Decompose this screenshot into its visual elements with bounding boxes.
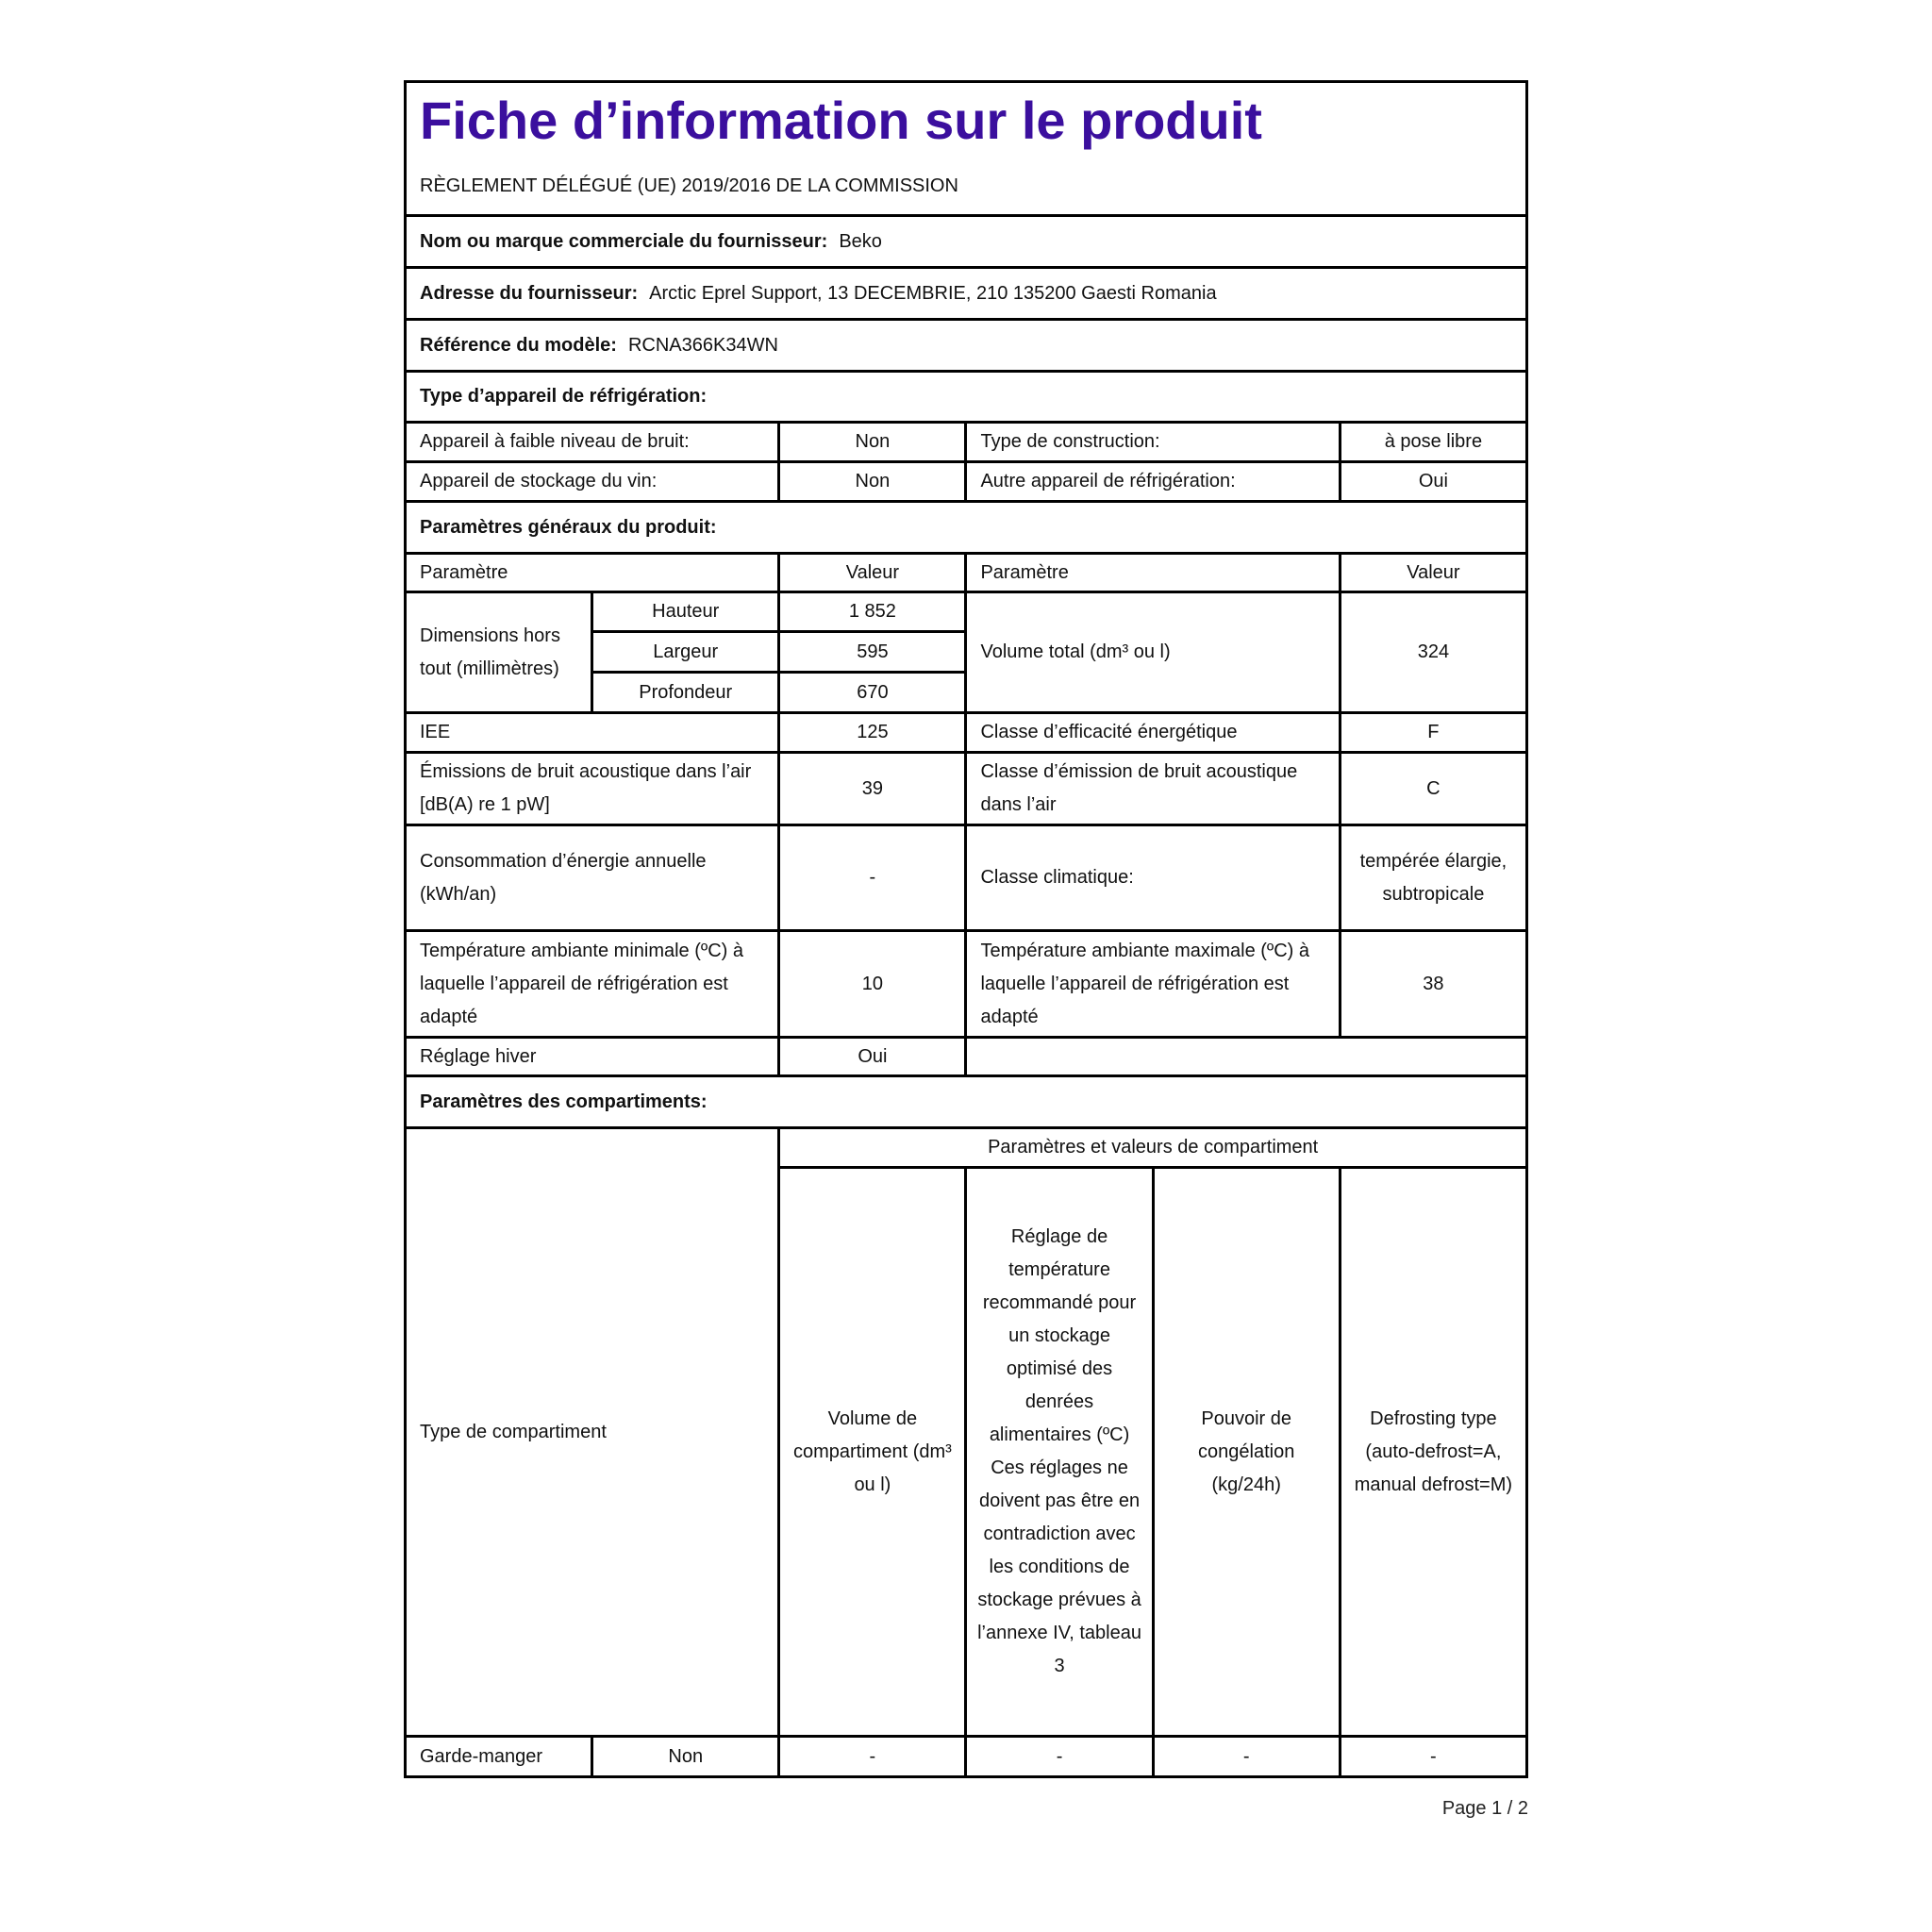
low-noise-value: Non	[777, 421, 968, 463]
col-header-param-2: Paramètre	[964, 552, 1341, 593]
low-noise-label: Appareil à faible niveau de bruit:	[403, 421, 781, 463]
appliance-type-heading: Type d’appareil de réfrigération:	[404, 370, 1528, 424]
construction-value: à pose libre	[1338, 421, 1529, 463]
max-temp-value: 38	[1338, 929, 1529, 1039]
supplier-name-label: Nom ou marque commerciale du fournisseur…	[420, 230, 828, 252]
product-information-sheet: Fiche d’information sur le produit RÈGLE…	[403, 80, 1529, 1778]
col-header-value: Valeur	[777, 552, 968, 593]
consumption-label: Consommation d’énergie annuelle (kWh/an)	[403, 824, 781, 932]
min-temp-label: Température ambiante minimale (ºC) à laq…	[403, 929, 781, 1039]
height-label: Hauteur	[591, 591, 781, 633]
other-appliance-label: Autre appareil de réfrigération:	[964, 460, 1341, 503]
supplier-address-value: Arctic Eprel Support, 13 DECEMBRIE, 210 …	[649, 282, 1217, 304]
freezing-capacity-header: Pouvoir de congélation (kg/24h)	[1151, 1166, 1341, 1738]
compartment-defrost: -	[1338, 1735, 1529, 1778]
supplier-address-row: Adresse du fournisseur: Arctic Eprel Supp…	[404, 266, 1528, 321]
width-value: 595	[777, 630, 968, 674]
regulation-text: RÈGLEMENT DÉLÉGUÉ (UE) 2019/2016 DE LA C…	[420, 175, 958, 196]
volume-label: Volume total (dm³ ou l)	[964, 591, 1341, 714]
defrost-type-header: Defrosting type (auto-defrost=A, manual …	[1338, 1166, 1529, 1738]
table-row: Garde-manger Non - - - -	[403, 1735, 1529, 1778]
supplier-name-value: Beko	[839, 230, 882, 252]
compartments-heading: Paramètres des compartiments:	[404, 1074, 1528, 1129]
depth-value: 670	[777, 671, 968, 714]
page-number: Page 1 / 2	[1441, 1798, 1528, 1819]
model-value: RCNA366K34WN	[627, 334, 778, 356]
noise-class-value: C	[1338, 751, 1529, 826]
col-header-param: Paramètre	[403, 552, 781, 593]
compartment-temp: -	[964, 1735, 1155, 1778]
max-temp-label: Température ambiante maximale (ºC) à laq…	[964, 929, 1341, 1039]
noise-class-label: Classe d’émission de bruit acoustique da…	[964, 751, 1341, 826]
winter-value: Oui	[777, 1036, 968, 1077]
compartment-name: Garde-manger	[403, 1735, 594, 1778]
winter-label: Réglage hiver	[403, 1036, 781, 1077]
energy-class-label: Classe d’efficacité énergétique	[964, 711, 1341, 754]
compartment-type-label: Type de compartiment	[403, 1126, 781, 1738]
dimensions-label: Dimensions hors tout (millimètres)	[403, 591, 594, 714]
general-params-heading: Paramètres généraux du produit:	[404, 500, 1528, 555]
other-appliance-value: Oui	[1338, 460, 1529, 503]
col-header-value-2: Valeur	[1338, 552, 1529, 593]
climate-value: tempérée élargie, subtropicale	[1338, 824, 1529, 932]
compartment-group-header: Paramètres et valeurs de compartiment	[777, 1126, 1528, 1169]
wine-storage-label: Appareil de stockage du vin:	[403, 460, 781, 503]
model-label: Référence du modèle:	[420, 334, 617, 356]
page-title: Fiche d’information sur le produit	[420, 91, 1262, 150]
compartment-volume-header: Volume de compartiment (dm³ ou l)	[777, 1166, 968, 1738]
noise-value: 39	[777, 751, 968, 826]
width-label: Largeur	[591, 630, 781, 674]
compartment-temp-header: Réglage de température recommandé pour u…	[964, 1166, 1155, 1738]
eei-value: 125	[777, 711, 968, 754]
header-cell: Fiche d’information sur le produit RÈGLE…	[404, 80, 1528, 217]
compartment-freezing: -	[1151, 1735, 1341, 1778]
climate-label: Classe climatique:	[964, 824, 1341, 932]
energy-class-value: F	[1338, 711, 1529, 754]
compartment-volume: -	[777, 1735, 968, 1778]
depth-label: Profondeur	[591, 671, 781, 714]
supplier-name-row: Nom ou marque commerciale du fournisseur…	[404, 214, 1528, 269]
construction-label: Type de construction:	[964, 421, 1341, 463]
consumption-value: -	[777, 824, 968, 932]
model-row: Référence du modèle: RCNA366K34WN	[404, 318, 1528, 373]
eei-label: IEE	[403, 711, 781, 754]
compartment-present: Non	[591, 1735, 781, 1778]
wine-storage-value: Non	[777, 460, 968, 503]
height-value: 1 852	[777, 591, 968, 633]
min-temp-value: 10	[777, 929, 968, 1039]
empty-cell	[964, 1036, 1528, 1077]
noise-label: Émissions de bruit acoustique dans l’air…	[403, 751, 781, 826]
volume-value: 324	[1338, 591, 1529, 714]
supplier-address-label: Adresse du fournisseur:	[420, 282, 639, 304]
